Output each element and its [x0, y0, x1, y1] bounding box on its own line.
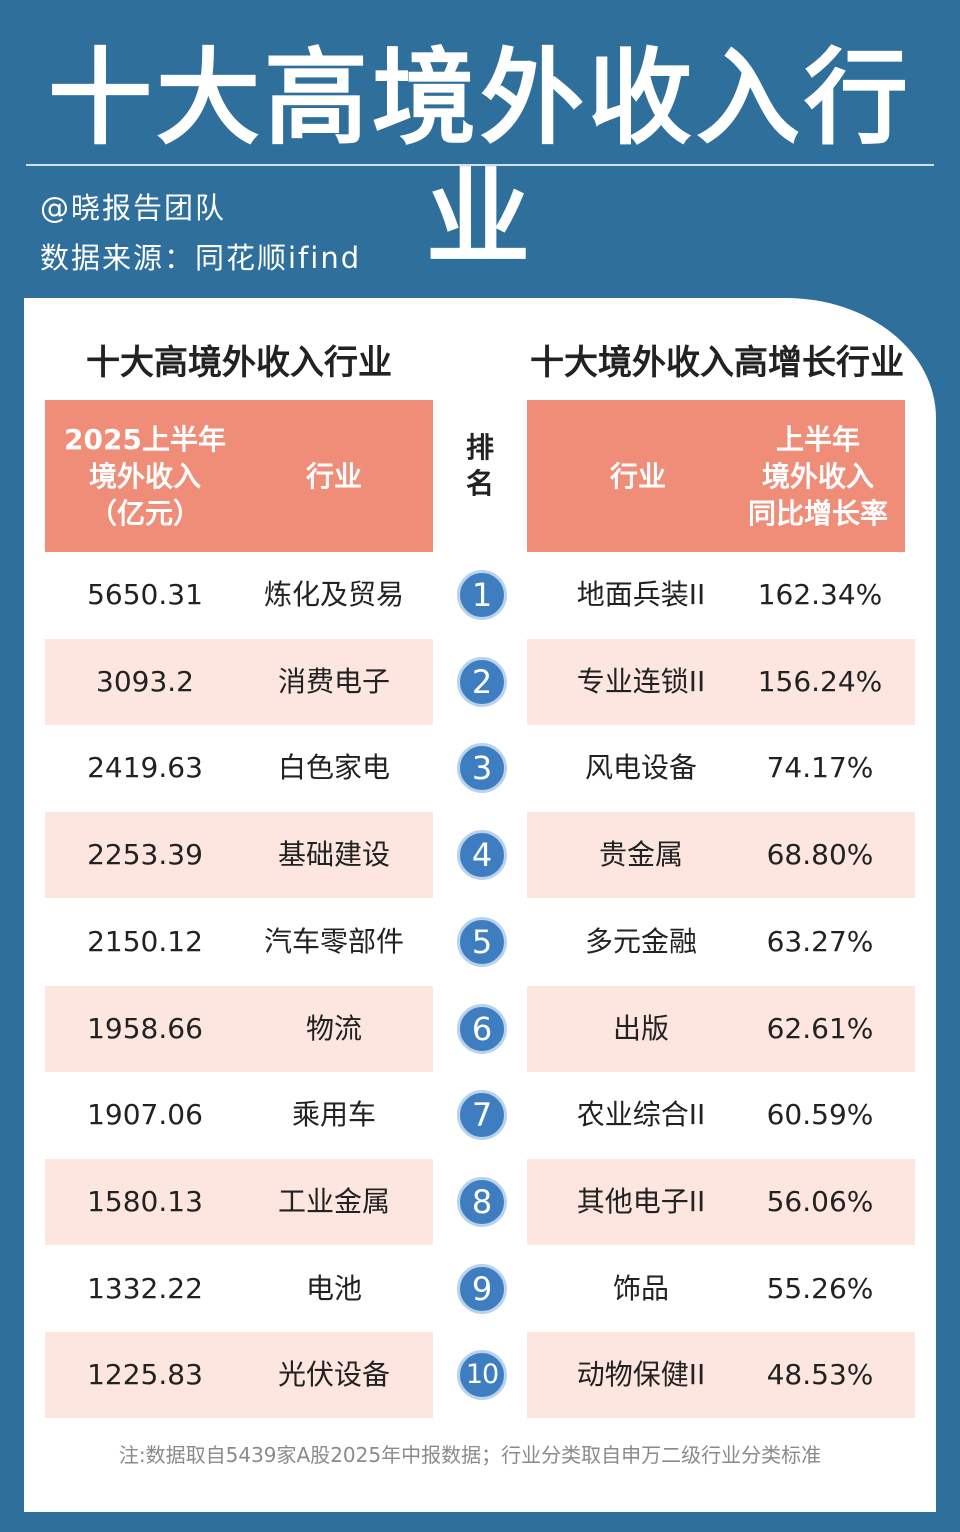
overseas-revenue-value: 2253.39 [87, 838, 203, 871]
growth-rate-value: 74.17% [766, 751, 874, 784]
industry-name: 基础建设 [277, 838, 390, 871]
overseas-revenue-value: 2419.63 [87, 751, 203, 784]
growth-header-line-1: 上半年 [775, 422, 860, 456]
growth-rate-value: 63.27% [766, 925, 874, 958]
right-row-band [527, 1159, 915, 1245]
industry-name: 工业金属 [277, 1185, 390, 1218]
right-row-band [527, 812, 915, 898]
industry-header-label: 行业 [305, 459, 362, 493]
rank-column-header: 排 名 [460, 430, 500, 502]
industry-name: 消费电子 [277, 665, 390, 698]
growth-industry-name: 专业连锁II [576, 665, 706, 698]
growth-industry-name: 动物保健II [576, 1358, 706, 1391]
growth-industry-name: 其他电子II [576, 1185, 706, 1218]
growth-rate-value: 162.34% [757, 578, 883, 611]
title-divider [26, 164, 934, 166]
rank-badge: 7 [457, 1090, 507, 1140]
industry-name: 汽车零部件 [263, 925, 404, 958]
overseas-revenue-value: 1907.06 [87, 1098, 203, 1131]
overseas-revenue-value: 3093.2 [96, 665, 194, 698]
growth-rate-value: 62.61% [766, 1012, 874, 1045]
industry-name: 炼化及贸易 [263, 578, 404, 611]
left-table-header: 2025上半年 境外收入 （亿元） 行业 [45, 400, 433, 552]
rank-badge: 10 [457, 1350, 507, 1400]
growth-rate-value: 156.24% [757, 665, 883, 698]
right-table-header: 行业 上半年 境外收入 同比增长率 [527, 400, 905, 552]
author-label: @晓报告团队 [40, 191, 227, 225]
overseas-revenue-value: 1332.22 [87, 1272, 203, 1305]
growth-industry-name: 贵金属 [598, 838, 683, 871]
industry-name: 白色家电 [277, 751, 390, 784]
rank-header-line-1: 排 [465, 431, 494, 464]
value-header-line-2: 境外收入 [88, 459, 201, 493]
industry-name: 光伏设备 [277, 1358, 390, 1391]
right-row-band [527, 986, 915, 1072]
overseas-revenue-value: 5650.31 [87, 578, 203, 611]
growth-rate-value: 48.53% [766, 1358, 874, 1391]
growth-industry-name: 地面兵装II [576, 578, 706, 611]
rank-badge: 6 [457, 1004, 507, 1054]
growth-industry-column-header: 行业 [527, 400, 749, 552]
left-row-band [45, 1159, 433, 1245]
left-row-band [45, 639, 433, 725]
growth-industry-name: 饰品 [612, 1272, 669, 1305]
growth-industry-name: 农业综合II [576, 1098, 706, 1131]
industry-column-header: 行业 [245, 400, 423, 552]
rank-badge: 5 [457, 917, 507, 967]
rank-header-line-2: 名 [465, 467, 494, 500]
growth-header-line-2: 境外收入 [761, 459, 874, 493]
rank-badge: 2 [457, 657, 507, 707]
right-table-heading: 十大境外收入高增长行业 [530, 343, 904, 383]
right-row-band [527, 1332, 915, 1418]
overseas-revenue-value: 1580.13 [87, 1185, 203, 1218]
growth-rate-value: 68.80% [766, 838, 874, 871]
overseas-revenue-value: 1958.66 [87, 1012, 203, 1045]
rank-badge: 9 [457, 1264, 507, 1314]
overseas-revenue-value: 2150.12 [87, 925, 203, 958]
left-row-band [45, 986, 433, 1072]
right-row-band [527, 639, 915, 725]
value-header-line-1: 2025上半年 [64, 422, 226, 456]
growth-industry-header-label: 行业 [609, 459, 666, 493]
growth-rate-value: 55.26% [766, 1272, 874, 1305]
industry-name: 电池 [305, 1272, 362, 1305]
rank-badge: 4 [457, 830, 507, 880]
growth-rate-value: 56.06% [766, 1185, 874, 1218]
rank-badge: 1 [457, 570, 507, 620]
growth-header-line-3: 同比增长率 [747, 496, 888, 530]
industry-name: 乘用车 [291, 1098, 376, 1131]
value-column-header: 2025上半年 境外收入 （亿元） [45, 400, 245, 552]
data-source-label: 数据来源：同花顺ifind [40, 241, 362, 275]
growth-industry-name: 多元金融 [584, 925, 697, 958]
rank-badge: 8 [457, 1177, 507, 1227]
growth-industry-name: 风电设备 [584, 751, 697, 784]
footnote: 注:数据取自5439家A股2025年中报数据；行业分类取自申万二级行业分类标准 [118, 1443, 822, 1467]
growth-industry-name: 出版 [612, 1012, 669, 1045]
rank-badge: 3 [457, 743, 507, 793]
left-row-band [45, 812, 433, 898]
left-row-band [45, 1332, 433, 1418]
industry-name: 物流 [305, 1012, 362, 1045]
left-table-heading: 十大高境外收入行业 [86, 343, 392, 383]
page-title: 十大高境外收入行业 [47, 37, 912, 279]
value-header-line-3: （亿元） [88, 496, 201, 530]
overseas-revenue-value: 1225.83 [87, 1358, 203, 1391]
growth-rate-value: 60.59% [766, 1098, 874, 1131]
growth-rate-column-header: 上半年 境外收入 同比增长率 [723, 400, 913, 552]
